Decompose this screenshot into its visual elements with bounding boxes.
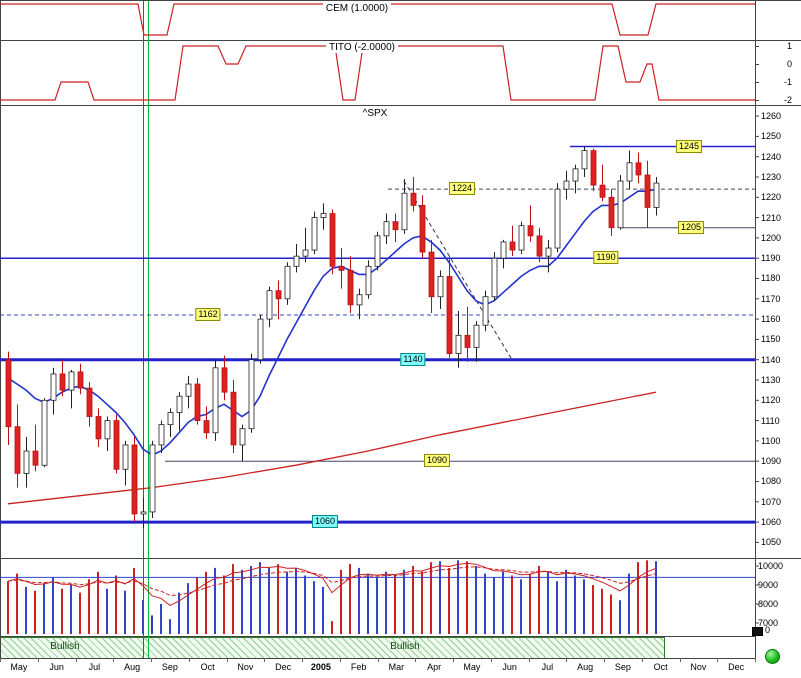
x-axis-month-label: May: [10, 662, 28, 672]
symbol-title: ^SPX: [359, 108, 391, 119]
price-axis-label: 1120: [761, 395, 781, 406]
cem-indicator-line: [0, 3, 755, 36]
x-axis-month-label: Nov: [237, 662, 254, 672]
volume-axis-label: 10000: [758, 561, 784, 571]
price-level-label[interactable]: 1245: [675, 139, 703, 153]
x-axis-month-label: Jul: [88, 662, 101, 672]
x-axis-month-label: Aug: [124, 662, 141, 672]
tito-axis-label: -2: [783, 95, 792, 105]
price-level-label[interactable]: 1162: [195, 308, 221, 322]
volume-ma-dashed-line: [7, 566, 657, 596]
volume-bars: [7, 560, 657, 634]
price-axis-label: 1150: [761, 334, 781, 345]
tito-axis-label: 0: [786, 59, 792, 69]
price-axis-label: 1250: [761, 131, 782, 142]
tito-axis-label: 1: [786, 41, 792, 51]
x-axis-month-label: Dec: [275, 662, 292, 672]
x-axis-month-label: Mar: [388, 662, 405, 672]
volume-scale-icon[interactable]: [752, 627, 763, 636]
x-axis-month-label: Oct: [653, 662, 668, 672]
price-axis-label: 1050: [761, 537, 782, 548]
price-axis-label: 1210: [761, 212, 782, 223]
price-axis-label: 1140: [761, 354, 781, 365]
price-axis-label: 1240: [761, 151, 782, 162]
price-axis-label: 1220: [761, 192, 782, 203]
price-axis-label: 1110: [761, 415, 780, 426]
volume-axis-label: 7000: [758, 618, 779, 628]
price-axis-label: 1200: [761, 232, 782, 243]
x-axis-month-label: Jun: [502, 662, 517, 672]
regime-label: Bullish: [50, 641, 80, 652]
price-axis-label: 1070: [761, 496, 782, 507]
event-marker-lines[interactable]: [143, 1, 149, 658]
price-axis-label: 1100: [761, 435, 781, 446]
price-axis-label: 1080: [761, 476, 782, 487]
price-level-label[interactable]: 1060: [311, 515, 339, 529]
cem-panel-title: CEM (1.0000): [322, 3, 392, 14]
regime-label: Bullish: [390, 641, 420, 652]
price-axis-label: 1060: [761, 517, 782, 528]
red-moving-average: [7, 391, 657, 505]
price-level-label[interactable]: 1205: [677, 220, 705, 234]
candlesticks: [5, 146, 660, 529]
x-axis-month-label: Jun: [49, 662, 64, 672]
x-axis-month-label: Aug: [577, 662, 594, 672]
x-axis-month-label: Oct: [200, 662, 215, 672]
price-level-lines[interactable]: [0, 145, 755, 524]
x-axis-month-label: 2005: [310, 662, 331, 672]
volume-zero-label: 0: [765, 625, 771, 635]
tito-panel-title: TITO (-2.0000): [326, 42, 398, 53]
price-level-label[interactable]: 1224: [448, 182, 476, 196]
x-axis-month-label: Apr: [427, 662, 442, 672]
x-axis-month-label: Feb: [350, 662, 367, 672]
price-axis-label: 1230: [761, 171, 782, 182]
price-level-label[interactable]: 1140: [400, 352, 426, 366]
x-axis-month-label: Sep: [614, 662, 631, 672]
price-axis-label: 1090: [761, 456, 782, 467]
x-axis-month-label: Nov: [690, 662, 707, 672]
price-axis-label: 1130: [761, 374, 781, 385]
volume-axis-label: 9000: [758, 580, 779, 590]
volume-ma-line: [7, 562, 657, 606]
price-axis-label: 1160: [761, 314, 781, 325]
price-axis-label: 1180: [761, 273, 781, 284]
x-axis-month-label: May: [463, 662, 481, 672]
price-level-label[interactable]: 1190: [593, 251, 619, 265]
x-axis-month-label: Dec: [728, 662, 745, 672]
x-axis-month-label: Jul: [541, 662, 554, 672]
x-axis-month-label: Sep: [161, 662, 178, 672]
price-axis-label: 1190: [761, 253, 781, 264]
tito-axis-label: -1: [783, 77, 792, 87]
price-axis-label: 1260: [761, 111, 782, 122]
panel-borders: [0, 0, 801, 662]
price-axis-label: 1170: [761, 293, 781, 304]
price-level-label[interactable]: 1090: [423, 454, 451, 468]
tito-indicator-line: [0, 45, 755, 101]
connection-status-icon[interactable]: [765, 649, 780, 664]
volume-axis-label: 8000: [758, 599, 779, 609]
